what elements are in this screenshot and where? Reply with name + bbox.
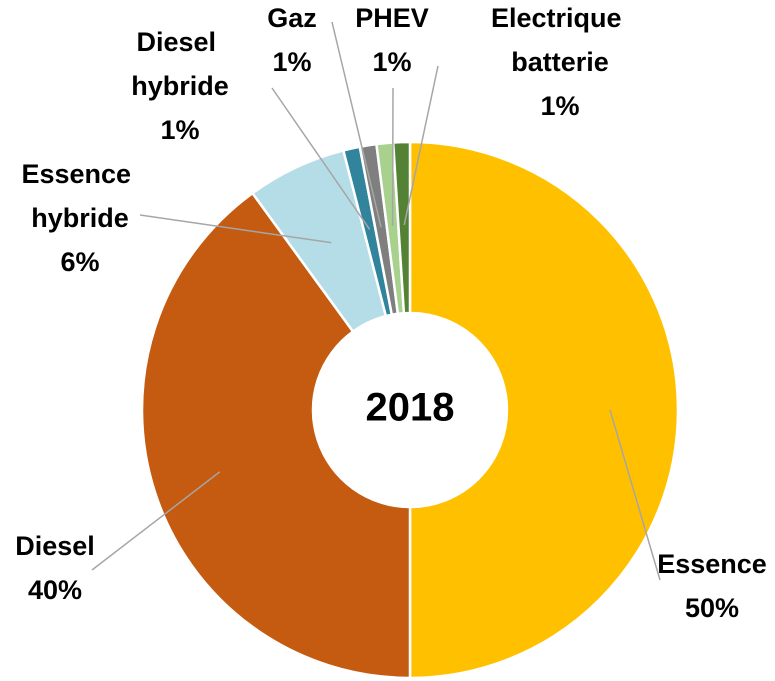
- value-label: 1%: [272, 47, 311, 77]
- label-line: Gaz: [267, 3, 317, 33]
- leader-line: [609, 409, 661, 581]
- leader-line: [331, 21, 382, 228]
- category-label: Diesel: [15, 531, 95, 561]
- value-label: 1%: [372, 47, 411, 77]
- value-label: 40%: [28, 575, 82, 605]
- label-line: Electrique: [491, 3, 629, 33]
- slice: [408, 140, 680, 680]
- value-label: 1%: [160, 115, 199, 145]
- category-label: PHEV: [355, 3, 429, 33]
- category-label: Essence: [657, 549, 767, 579]
- leader-line: [91, 471, 221, 571]
- slice: [391, 140, 412, 315]
- center-label: 2018: [366, 386, 455, 430]
- category-label: Essence hybride: [21, 159, 138, 233]
- leader-line: [139, 214, 332, 244]
- label-line: Diesel: [136, 27, 223, 57]
- label-line: Diesel: [15, 531, 95, 561]
- value-label: 6%: [60, 247, 99, 277]
- label-line: Essence: [657, 549, 767, 579]
- label-line: PHEV: [355, 3, 429, 33]
- label-line: Essence: [21, 159, 138, 189]
- label-line: hybride: [131, 71, 229, 101]
- label-line: batterie: [511, 47, 609, 77]
- value-label: 50%: [685, 593, 739, 623]
- category-label: Electrique batterie: [491, 3, 629, 77]
- category-label: Gaz: [267, 3, 317, 33]
- label-line: hybride: [31, 203, 129, 233]
- leader-line: [271, 87, 371, 230]
- slice: [140, 191, 412, 680]
- leader-line: [403, 65, 439, 226]
- category-label: Diesel hybride: [131, 27, 229, 101]
- value-label: 1%: [540, 91, 579, 121]
